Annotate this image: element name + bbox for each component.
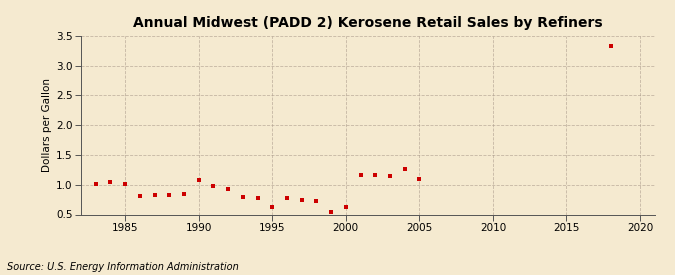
Point (326, 209, 337, 214)
Point (149, 193, 160, 198)
Point (134, 194, 145, 198)
Point (238, 194, 248, 199)
Point (193, 178, 204, 182)
Point (370, 173, 381, 177)
Point (281, 196, 292, 201)
Text: Source: U.S. Energy Information Administration: Source: U.S. Energy Information Administ… (7, 262, 238, 272)
Y-axis label: Dollars per Gallon: Dollars per Gallon (42, 78, 52, 172)
Point (164, 193, 175, 198)
Point (355, 172, 366, 177)
Point (296, 197, 307, 202)
Point (267, 205, 277, 209)
Point (605, 44, 616, 48)
Point (90, 181, 101, 186)
Point (179, 191, 190, 196)
Point (311, 199, 322, 203)
Point (105, 180, 116, 185)
Point (252, 196, 263, 200)
Point (223, 187, 234, 191)
Point (208, 184, 219, 189)
Point (340, 205, 351, 210)
Point (399, 166, 410, 171)
Title: Annual Midwest (PADD 2) Kerosene Retail Sales by Refiners: Annual Midwest (PADD 2) Kerosene Retail … (133, 16, 603, 31)
Point (385, 174, 396, 178)
Point (119, 181, 130, 186)
Point (414, 177, 425, 182)
